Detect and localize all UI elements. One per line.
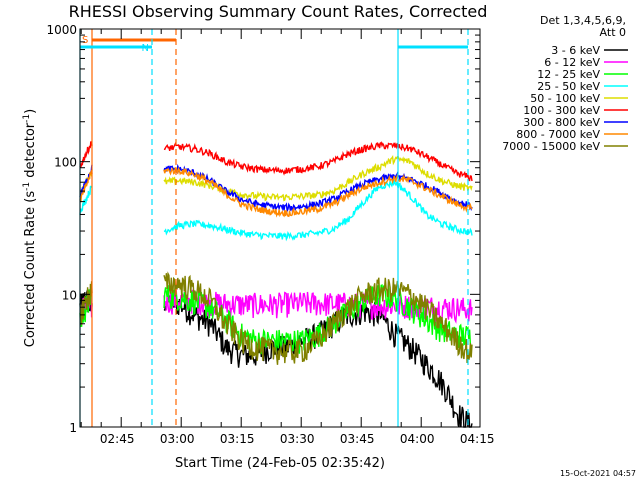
series-8-pre-line [79, 281, 93, 325]
legend-label-1: 6 - 12 keV [544, 56, 600, 69]
x-axis-label: Start Time (24-Feb-05 02:35:42) [175, 456, 385, 471]
series-7-main-line [163, 166, 473, 218]
legend-label-0: 3 - 6 keV [551, 44, 600, 57]
y-tick-label-0: 1 [69, 421, 77, 435]
y-axis-label-sup1: -1 [22, 182, 32, 191]
legend-label-8: 7000 - 15000 keV [502, 140, 600, 153]
x-tick-label-3: 03:30 [280, 432, 315, 446]
series-7-pre-line [79, 170, 93, 203]
x-tick-label-6: 04:15 [460, 432, 495, 446]
x-tick-label-0: 02:45 [100, 432, 135, 446]
y-axis: 1 10 100 1000 [46, 23, 480, 435]
y-tick-label-2: 100 [54, 156, 77, 170]
series-5-main-line [163, 141, 473, 182]
series-5-pre-line [79, 141, 93, 169]
x-axis: 02:45 03:00 03:15 03:30 03:45 04:00 04:15 [80, 29, 495, 446]
series-4-main-line [163, 154, 473, 202]
night-label: N [142, 43, 149, 54]
series-8-main-line [163, 271, 473, 365]
legend-label-4: 50 - 100 keV [530, 92, 600, 105]
y-tick-label-1: 10 [62, 288, 77, 302]
x-tick-label-1: 03:00 [160, 432, 195, 446]
legend-header-0: Det 1,3,4,5,6,9, [540, 14, 626, 27]
y-axis-label: Corrected Count Rate (s-1 detector-1) [22, 109, 38, 347]
y-axis-label-part2: detector [23, 122, 38, 182]
legend-header-1: Att 0 [600, 26, 626, 39]
series-3-pre-line [79, 185, 93, 215]
series-3-main-line [163, 179, 473, 242]
x-tick-label-5: 04:00 [400, 432, 435, 446]
legend-label-7: 800 - 7000 keV [516, 128, 600, 141]
y-axis-label-part3: ) [23, 109, 38, 114]
y-axis-label-sup2: -1 [22, 114, 32, 123]
annotation-layer: SN [79, 29, 469, 427]
plot-area [79, 141, 473, 428]
legend-label-2: 12 - 25 keV [537, 68, 600, 81]
saa-label: S [82, 35, 88, 46]
legend-label-5: 100 - 300 keV [523, 104, 600, 117]
x-tick-label-4: 03:45 [340, 432, 375, 446]
y-tick-label-3: 1000 [46, 23, 77, 37]
legend-label-6: 300 - 800 keV [523, 116, 600, 129]
chart-title: RHESSI Observing Summary Count Rates, Co… [69, 2, 488, 21]
x-tick-label-2: 03:15 [220, 432, 255, 446]
timestamp: 15-Oct-2021 04:57 [560, 469, 636, 478]
series-0-main-line [163, 290, 473, 428]
y-axis-label-part1: Corrected Count Rate (s [23, 191, 38, 348]
plot-frame [79, 28, 481, 428]
legend-label-3: 25 - 50 keV [537, 80, 600, 93]
